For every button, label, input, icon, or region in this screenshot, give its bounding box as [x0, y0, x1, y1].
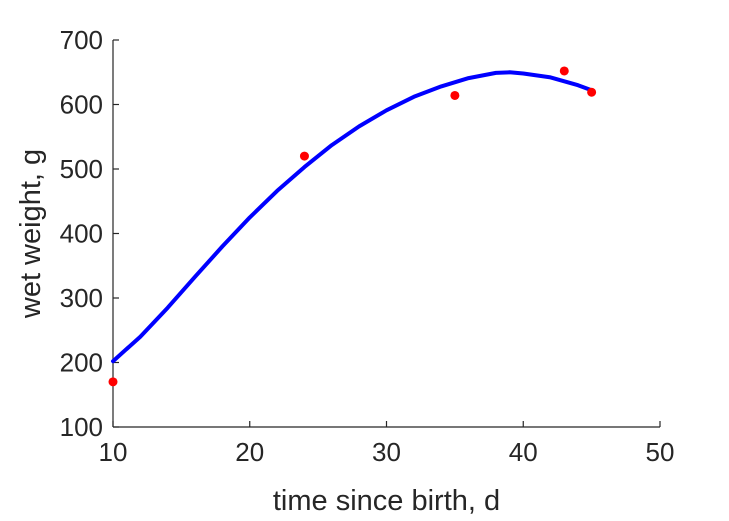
data-point: [587, 87, 597, 97]
x-tick-label: 30: [372, 437, 401, 467]
data-point: [559, 66, 569, 76]
y-axis-label: wet weight, g: [15, 149, 47, 319]
y-tick-label: 400: [60, 219, 103, 249]
x-tick-label: 50: [646, 437, 675, 467]
x-tick-label: 10: [99, 437, 128, 467]
x-tick-label: 20: [235, 437, 264, 467]
axes: [112, 40, 660, 428]
data-point: [450, 90, 460, 100]
x-tick-label: 40: [509, 437, 538, 467]
y-ticks: 100 200 300 400 500 600 700: [60, 25, 119, 442]
data-points: [108, 66, 597, 387]
y-tick-label: 100: [60, 412, 103, 442]
data-point: [108, 377, 118, 387]
x-ticks: 10 20 30 40 50: [99, 421, 675, 467]
y-tick-label: 600: [60, 90, 103, 120]
y-tick-label: 700: [60, 25, 103, 55]
data-point: [299, 151, 309, 161]
y-tick-label: 500: [60, 154, 103, 184]
fit-curve: [111, 70, 594, 364]
y-tick-label: 200: [60, 348, 103, 378]
y-tick-label: 300: [60, 283, 103, 313]
x-axis-label: time since birth, d: [273, 485, 500, 517]
